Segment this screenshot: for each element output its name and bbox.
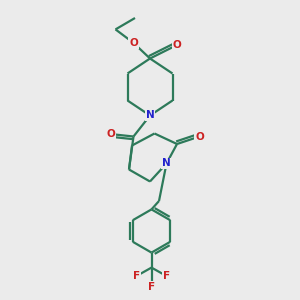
Text: N: N — [162, 158, 171, 169]
Text: N: N — [146, 110, 154, 121]
Text: O: O — [106, 129, 116, 139]
Text: O: O — [129, 38, 138, 48]
Text: O: O — [172, 40, 182, 50]
Text: O: O — [195, 131, 204, 142]
Text: F: F — [148, 282, 155, 292]
Text: F: F — [133, 271, 140, 281]
Text: F: F — [163, 271, 170, 281]
